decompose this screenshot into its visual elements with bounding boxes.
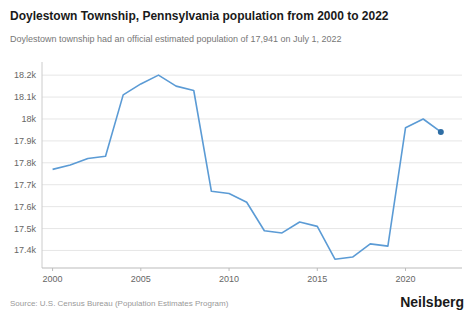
grid-line [42, 206, 462, 207]
y-tick-label: 17.9k [14, 136, 37, 146]
plot-area [53, 75, 444, 259]
y-tick-label: 17.6k [14, 202, 37, 212]
y-tick-label: 17.4k [14, 245, 37, 255]
source: Source: U.S. Census Bureau (Population E… [10, 299, 229, 308]
grid-line [42, 162, 462, 163]
x-tick [229, 268, 230, 271]
y-tick-label: 17.8k [14, 158, 37, 168]
x-tick-label: 2020 [396, 274, 416, 284]
x-axis-line [42, 268, 462, 269]
y-tick-label: 18.1k [14, 92, 37, 102]
grid-line [42, 250, 462, 251]
x-tick-label: 2010 [219, 274, 239, 284]
x-tick [405, 268, 406, 271]
grid [42, 75, 462, 250]
x-tick [140, 268, 141, 271]
grid-line [42, 184, 462, 185]
grid-line [42, 75, 462, 76]
line [53, 75, 441, 259]
grid-line [42, 140, 462, 141]
x-tick-label: 2005 [131, 274, 151, 284]
grid-line [42, 97, 462, 98]
y-tick-label: 18.2k [14, 70, 37, 80]
x-tick-label: 2015 [307, 274, 327, 284]
title: Doylestown Township, Pennsylvania popula… [10, 9, 389, 23]
y-axis-line [42, 62, 43, 268]
subtitle: Doylestown township had an official esti… [10, 34, 342, 44]
y-tick-label: 17.5k [14, 224, 37, 234]
y-tick-label: 17.7k [14, 180, 37, 190]
point [438, 129, 444, 135]
x-tick [317, 268, 318, 271]
y-tick-label: 18k [21, 114, 36, 124]
chart: Doylestown Township, Pennsylvania popula… [0, 0, 474, 316]
grid-line [42, 228, 462, 229]
x-tick-label: 2000 [43, 274, 63, 284]
x-tick [52, 268, 53, 271]
grid-line [42, 118, 462, 119]
watermark: Neilsberg [400, 294, 464, 310]
